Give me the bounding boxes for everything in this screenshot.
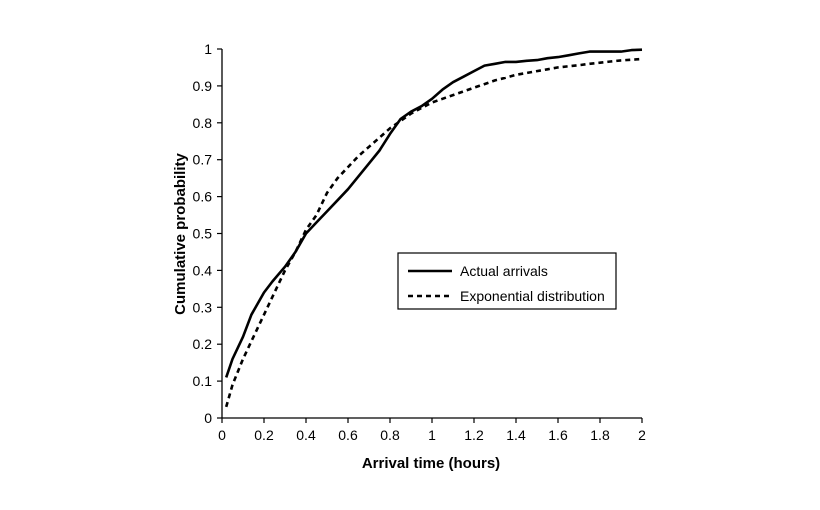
x-tick-label: 1.6 [548, 427, 568, 443]
y-tick-label: 0.7 [193, 152, 213, 168]
y-tick-label: 0 [204, 410, 212, 426]
y-tick-label: 0.1 [193, 373, 213, 389]
x-tick-label: 0.8 [380, 427, 400, 443]
axes: 0 0.2 0.4 0.6 0.8 1 1.2 1.4 1.6 1.8 2 0 0.1 0.2 0.3 0.4… [193, 41, 647, 443]
x-tick-label: 0.2 [254, 427, 274, 443]
y-tick-label: 0.5 [193, 226, 213, 242]
x-tick-label: 0.4 [296, 427, 316, 443]
y-tick-label: 0.8 [193, 115, 213, 131]
legend-label: Exponential distribution [460, 288, 605, 304]
series-layer [224, 48, 643, 408]
x-axis-title: Arrival time (hours) [362, 455, 500, 472]
y-tick-label: 0.2 [193, 336, 213, 352]
x-tick-label: 2 [638, 427, 646, 443]
x-tick-label: 1 [428, 427, 436, 443]
y-tick-label: 0.9 [193, 78, 213, 94]
y-tick-label: 0.6 [193, 189, 213, 205]
x-tick-label: 1.2 [464, 427, 484, 443]
series-line-exponential [224, 57, 643, 408]
y-tick-label: 0.3 [193, 299, 213, 315]
legend: Actual arrivals Exponential distribution [397, 252, 617, 310]
y-tick-label: 1 [204, 41, 212, 57]
x-tick-label: 0 [218, 427, 226, 443]
y-tick-label: 0.4 [193, 262, 213, 278]
x-tick-label: 0.6 [338, 427, 358, 443]
legend-label: Actual arrivals [460, 263, 548, 279]
x-tick-label: 1.4 [506, 427, 526, 443]
y-axis-title: Cumulative probability [172, 153, 189, 315]
x-tick-label: 1.8 [590, 427, 610, 443]
legend-box [397, 252, 617, 310]
